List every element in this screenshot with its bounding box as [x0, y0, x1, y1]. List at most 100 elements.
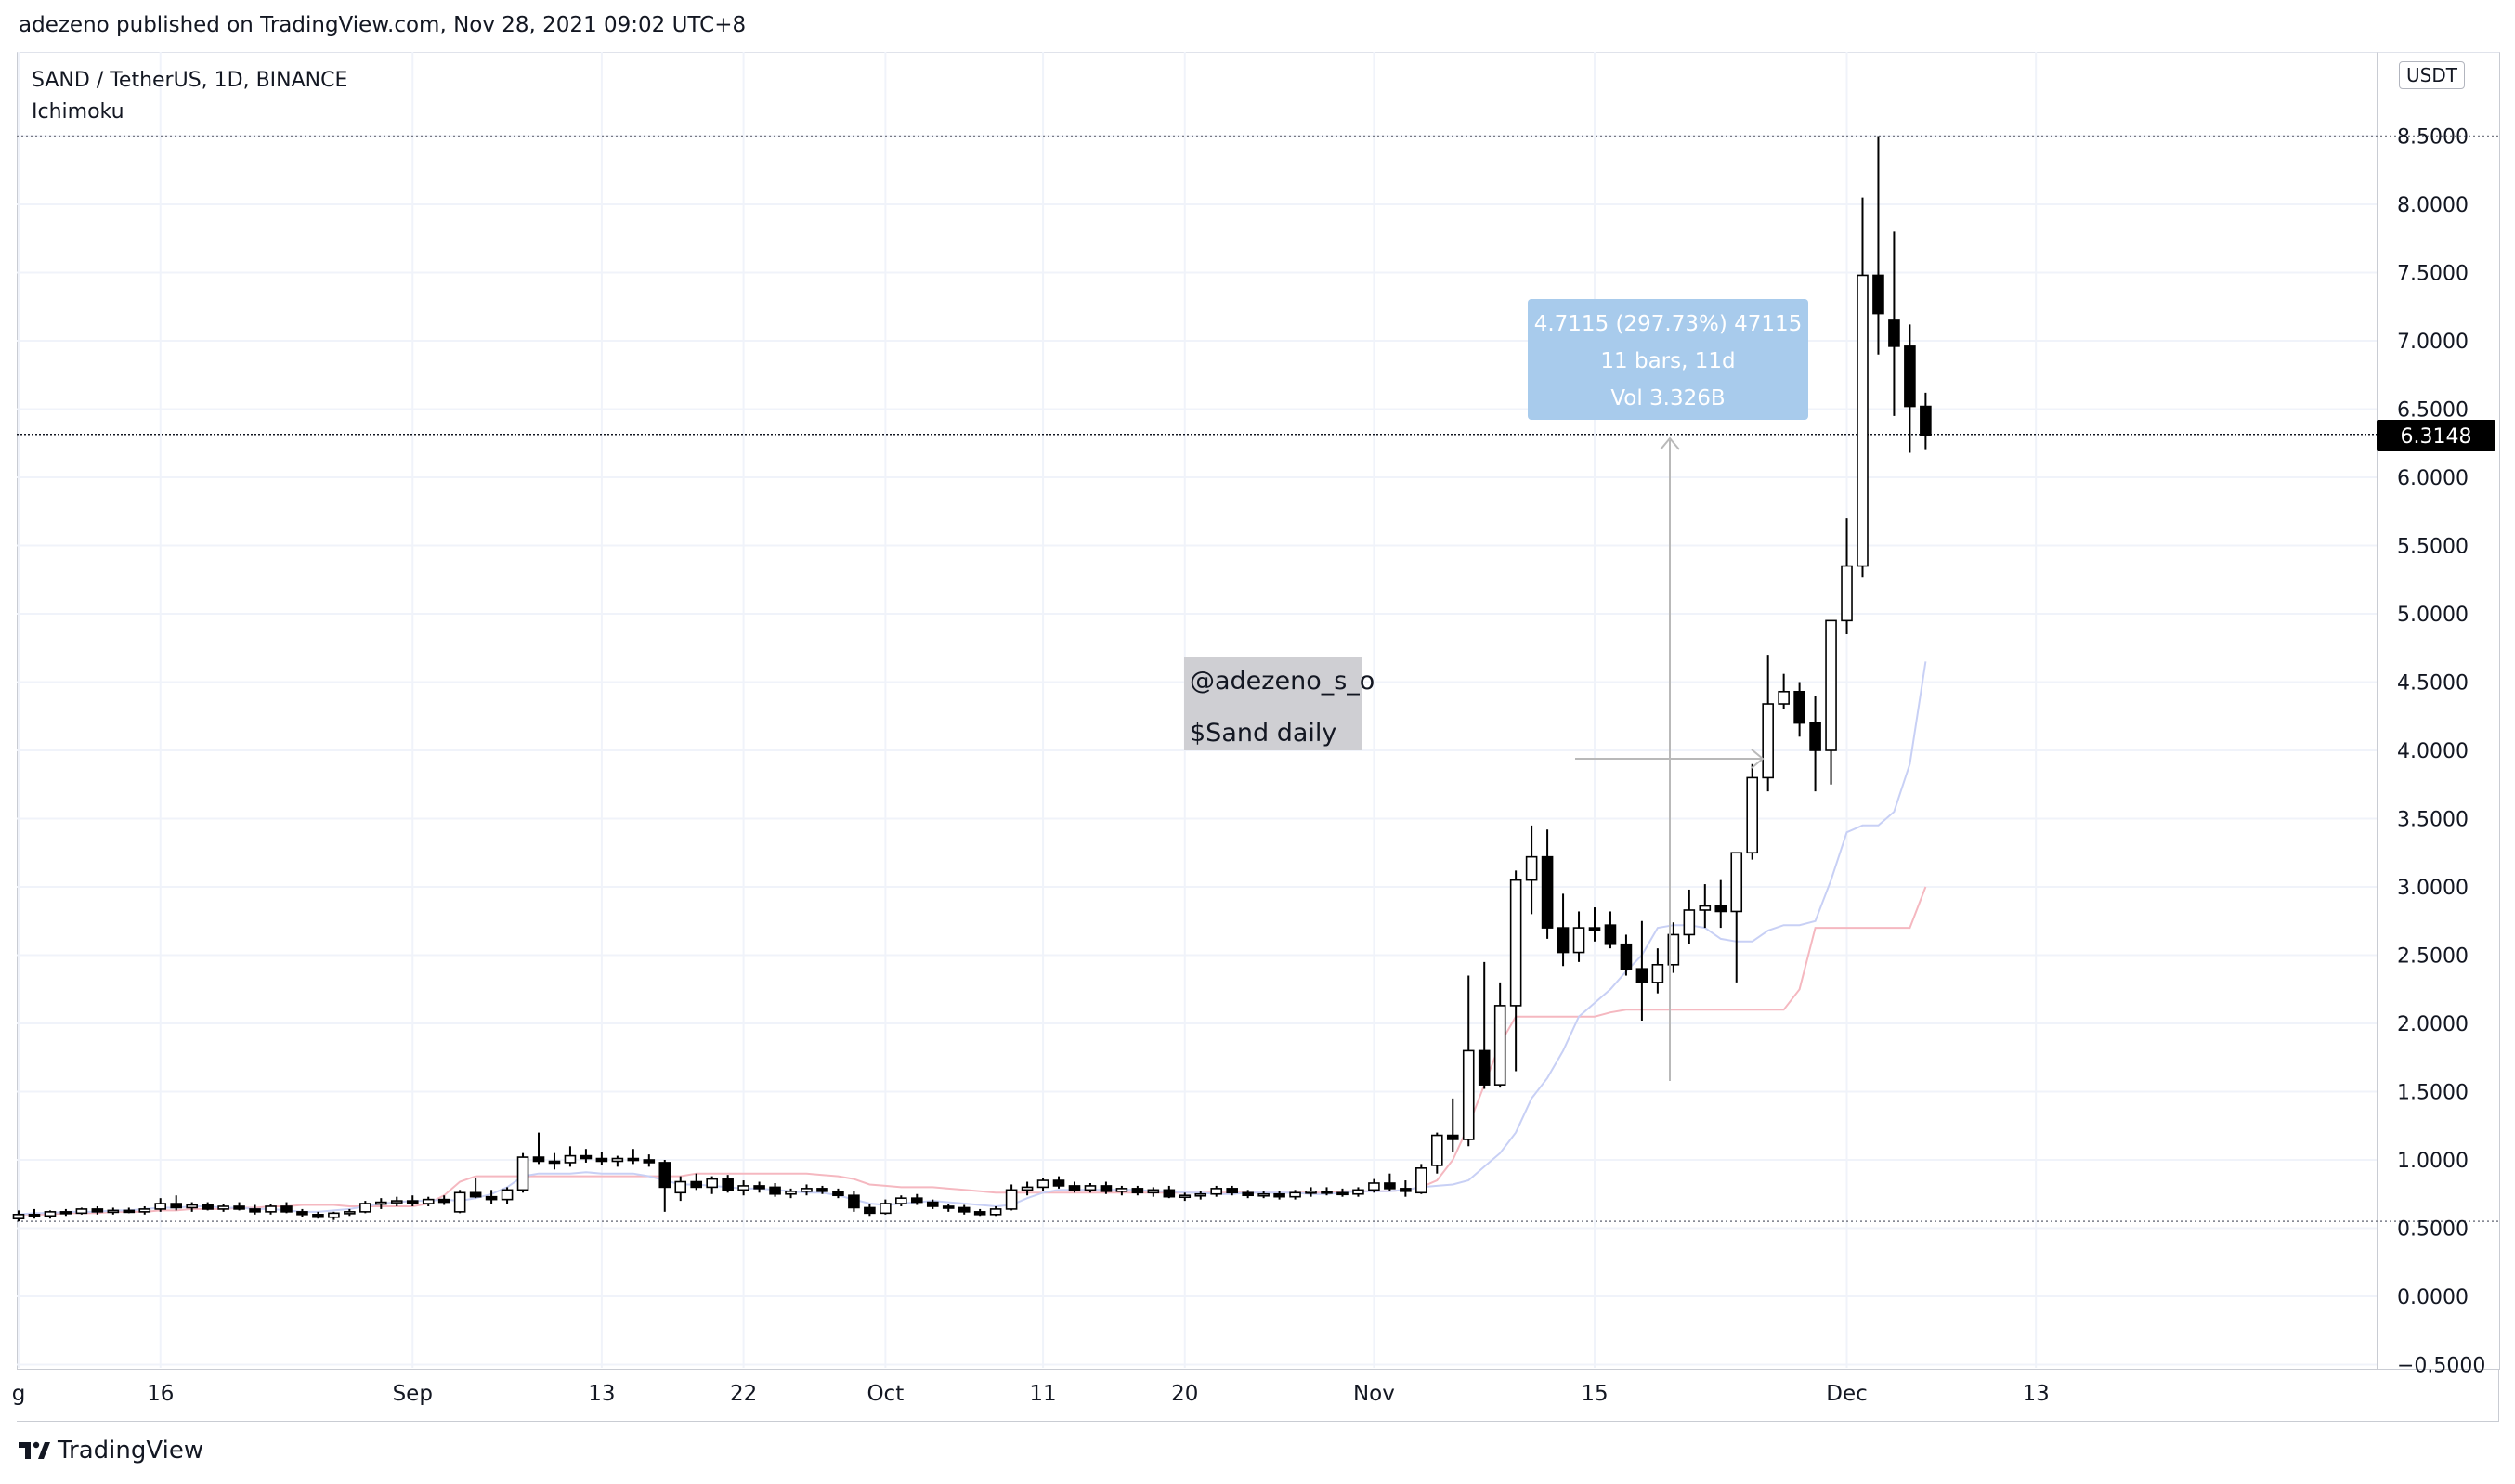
candle-body-up	[1005, 1189, 1018, 1210]
candle	[1226, 1185, 1238, 1196]
x-tick-label: Sep	[393, 1382, 433, 1406]
candle-body-down	[1321, 1191, 1333, 1194]
candle-body-up	[1667, 933, 1680, 966]
annotation-line1: @adezeno_s_o	[1190, 667, 1375, 696]
candle-body-up	[1683, 909, 1696, 936]
candle-body-down	[1920, 405, 1932, 436]
candle-body-up	[1762, 703, 1774, 779]
last-price-tag: 6.3148	[2377, 420, 2495, 451]
candle-body-up	[453, 1191, 466, 1213]
y-tick-label: 3.0000	[2397, 877, 2469, 900]
x-tick-label: 11	[1029, 1382, 1056, 1406]
candle-body-up	[1431, 1134, 1443, 1166]
y-tick-label: 1.0000	[2397, 1150, 2469, 1173]
candle	[1699, 884, 1712, 929]
candle	[1825, 619, 1837, 785]
candle-body-up	[1179, 1194, 1192, 1199]
candle	[138, 1205, 151, 1215]
candle-body-down	[1336, 1191, 1349, 1196]
brand-footer[interactable]: TradingView	[19, 1437, 203, 1464]
candle-body-up	[801, 1188, 813, 1192]
candle	[1651, 948, 1664, 994]
y-axis-ticks: 8.5000 8.0000 7.5000 7.0000 6.5000 6.0000 5.50…	[2397, 126, 2485, 1378]
candle	[1778, 673, 1790, 709]
candle	[1557, 893, 1570, 967]
time-scale[interactable]	[17, 1369, 2499, 1422]
candle	[1714, 879, 1727, 929]
candle	[1242, 1190, 1254, 1199]
candle	[1746, 763, 1758, 860]
y-tick-label: 7.5000	[2397, 263, 2469, 286]
candle-body-down	[312, 1214, 324, 1218]
chart-pane[interactable]	[17, 52, 2378, 1370]
candle	[328, 1211, 340, 1220]
candle	[643, 1154, 656, 1167]
candle	[501, 1187, 514, 1204]
annotation-label[interactable]: @adezeno_s_o $Sand daily	[1184, 657, 1375, 750]
candle-body-down	[864, 1206, 876, 1215]
candle	[1683, 889, 1696, 944]
candle-body-down	[1163, 1189, 1176, 1198]
price-scale[interactable]	[2377, 52, 2500, 1370]
candle-body-down	[1714, 905, 1727, 913]
candle-body-down	[1384, 1182, 1396, 1190]
candle	[674, 1176, 687, 1202]
candle	[75, 1207, 88, 1215]
candle	[485, 1190, 498, 1204]
candle	[627, 1149, 640, 1165]
candle	[123, 1207, 136, 1214]
candle	[107, 1207, 120, 1215]
candle-body-up	[138, 1208, 151, 1213]
measure-tool[interactable]: 4.7115 (297.73%) 47115 11 bars, 11d Vol …	[1528, 299, 1808, 1081]
candle-body-down	[1131, 1188, 1144, 1194]
candle	[296, 1208, 308, 1217]
candle-body-down	[1478, 1049, 1491, 1086]
horizontal-levels	[17, 135, 2498, 1222]
candle	[1305, 1187, 1317, 1197]
candle	[816, 1185, 828, 1194]
currency-unit-badge[interactable]: USDT	[2399, 61, 2465, 89]
candle-body-down	[848, 1194, 860, 1209]
chart-grid	[17, 52, 2377, 1368]
candle	[1084, 1182, 1097, 1193]
candle-body-up	[880, 1203, 892, 1215]
candle-body-up	[359, 1203, 371, 1213]
x-tick-label: 15	[1581, 1382, 1608, 1406]
candle-body-up	[1415, 1167, 1427, 1194]
candle	[989, 1205, 1002, 1217]
candle-body-down	[816, 1188, 828, 1192]
candle-body-up	[154, 1203, 167, 1210]
candle-body-up	[186, 1204, 198, 1209]
candle	[1384, 1173, 1396, 1191]
symbol-title[interactable]: SAND / TetherUS, 1D, BINANCE	[32, 69, 348, 92]
y-tick-label: 7.0000	[2397, 331, 2469, 354]
candle-body-up	[737, 1185, 749, 1191]
last-price-bg	[2377, 420, 2495, 451]
candle-body-down	[1068, 1185, 1081, 1191]
candle-body-up	[1194, 1192, 1207, 1197]
measure-horizontal-arrow-head	[1751, 749, 1765, 769]
candle	[170, 1195, 182, 1211]
measure-arrow-head	[1660, 436, 1680, 450]
candle	[1368, 1178, 1380, 1193]
candle	[1068, 1181, 1081, 1193]
candle-body-up	[1289, 1191, 1301, 1198]
indicator-name[interactable]: Ichimoku	[32, 100, 124, 124]
y-tick-label: 5.5000	[2397, 536, 2469, 559]
candle	[1525, 825, 1538, 915]
candle-body-down	[926, 1201, 939, 1207]
x-tick-label: g	[12, 1382, 26, 1406]
candle	[1635, 920, 1648, 1022]
candle-body-down	[123, 1209, 136, 1214]
candle	[28, 1208, 41, 1219]
candle	[453, 1190, 466, 1214]
candle-body-down	[469, 1191, 482, 1198]
candle	[1478, 961, 1491, 1089]
candle	[312, 1211, 324, 1219]
candle-body-down	[910, 1197, 923, 1204]
candle-body-down	[406, 1200, 419, 1204]
candle	[1163, 1185, 1176, 1199]
candle-body-down	[769, 1186, 781, 1195]
candle-body-up	[1699, 905, 1712, 911]
x-tick-label: 13	[2023, 1382, 2050, 1406]
